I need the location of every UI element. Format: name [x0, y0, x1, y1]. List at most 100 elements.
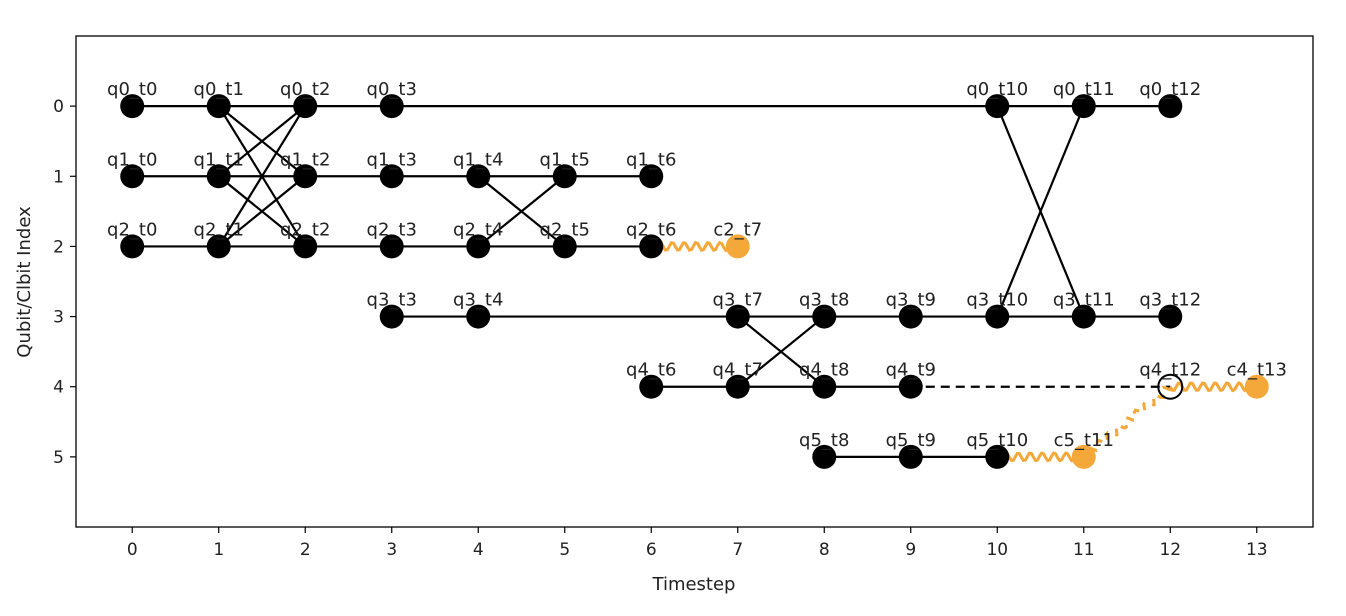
y-tick-label-5: 5	[53, 448, 64, 468]
node-label-q0_t2: q0_t2	[280, 79, 330, 100]
node-q2_t5	[552, 234, 577, 259]
node-label-q4_t7: q4_t7	[713, 360, 763, 381]
y-tick-label-3: 3	[53, 308, 64, 328]
node-q0_t3	[379, 94, 404, 119]
node-label-q2_t5: q2_t5	[540, 219, 590, 240]
node-q3_t7	[725, 304, 750, 329]
node-q0_t11	[1071, 94, 1096, 119]
node-q4_t6	[639, 374, 664, 399]
edge-10	[217, 105, 307, 248]
node-q0_t10	[985, 94, 1010, 119]
node-label-q3_t9: q3_t9	[886, 290, 936, 311]
node-label-q3_t8: q3_t8	[799, 290, 849, 311]
node-q4_t9	[898, 374, 923, 399]
node-q3_t9	[898, 304, 923, 329]
node-q3_t10	[985, 304, 1010, 329]
x-tick-label-13: 13	[1246, 540, 1268, 560]
node-label-q0_t0: q0_t0	[107, 79, 157, 100]
node-q2_t6	[639, 234, 664, 259]
node-label-q2_t1: q2_t1	[194, 219, 244, 240]
node-label-q1_t1: q1_t1	[194, 149, 244, 170]
node-label-q1_t4: q1_t4	[453, 149, 503, 170]
classical-links-layer	[649, 240, 1259, 463]
node-label-c4_t13: c4_t13	[1227, 360, 1287, 381]
node-q2_t0	[120, 234, 145, 259]
node-q0_t12	[1158, 94, 1183, 119]
node-label-q1_t2: q1_t2	[280, 149, 330, 170]
node-q4_t7	[725, 374, 750, 399]
edge-14	[218, 105, 306, 178]
x-tick-label-9: 9	[905, 540, 916, 560]
x-tick-label-10: 10	[986, 540, 1008, 560]
node-label-q2_t3: q2_t3	[367, 219, 417, 240]
node-label-q2_t0: q2_t0	[107, 219, 157, 240]
x-axis-title: Timestep	[652, 574, 736, 595]
node-q1_t4	[466, 164, 491, 189]
node-labels-layer: q0_t0 q0_t1 q0_t2 q0_t3 q0_t10 q0_t11 q0_t12 q1…	[107, 79, 1287, 451]
edges-layer	[132, 105, 1171, 458]
x-tick-label-2: 2	[300, 540, 311, 560]
node-label-q3_t11: q3_t11	[1053, 290, 1115, 311]
node-label-q5_t9: q5_t9	[886, 430, 936, 451]
node-q3_t11	[1071, 304, 1096, 329]
edge-18	[737, 315, 825, 388]
node-q4_t8	[812, 374, 837, 399]
node-q3_t3	[379, 304, 404, 329]
node-label-q2_t2: q2_t2	[280, 219, 330, 240]
node-label-c5_t11: c5_t11	[1054, 430, 1114, 451]
x-tick-label-6: 6	[646, 540, 657, 560]
node-q1_t3	[379, 164, 404, 189]
node-label-q0_t3: q0_t3	[367, 79, 417, 100]
classical-link-0	[649, 240, 740, 253]
x-tick-label-4: 4	[473, 540, 484, 560]
x-tick-label-0: 0	[127, 540, 138, 560]
node-label-q3_t12: q3_t12	[1139, 290, 1201, 311]
node-q5_t10	[985, 444, 1010, 469]
node-label-q3_t7: q3_t7	[713, 290, 763, 311]
node-label-q1_t0: q1_t0	[107, 149, 157, 170]
classical-link-1	[996, 451, 1086, 463]
node-q1_t0	[120, 164, 145, 189]
x-tick-label-12: 12	[1159, 540, 1181, 560]
node-q5_t9	[898, 444, 923, 469]
node-q2_t4	[466, 234, 491, 259]
node-q2_t2	[293, 234, 318, 259]
node-label-q0_t10: q0_t10	[966, 79, 1028, 100]
node-q3_t12	[1158, 304, 1183, 329]
node-label-q4_t8: q4_t8	[799, 360, 849, 381]
node-q1_t5	[552, 164, 577, 189]
node-label-q4_t6: q4_t6	[626, 360, 676, 381]
edge-20	[996, 105, 1085, 317]
plot-frame	[75, 35, 1314, 528]
node-label-q5_t10: q5_t10	[966, 430, 1028, 451]
node-q2_t1	[206, 234, 231, 259]
node-q4_t12	[1157, 373, 1184, 400]
node-q0_t2	[293, 94, 318, 119]
y-tick-label-4: 4	[53, 378, 64, 398]
node-label-q1_t3: q1_t3	[367, 149, 417, 170]
x-tick-label-3: 3	[386, 540, 397, 560]
node-label-q1_t6: q1_t6	[626, 149, 676, 170]
y-tick-label-1: 1	[53, 167, 64, 187]
x-tick-label-11: 11	[1073, 540, 1095, 560]
node-label-q2_t4: q2_t4	[453, 219, 503, 240]
x-tick-label-7: 7	[732, 540, 743, 560]
node-c4_t13	[1244, 374, 1269, 399]
node-q1_t1	[206, 164, 231, 189]
y-tick-label-0: 0	[53, 97, 64, 117]
node-q2_t3	[379, 234, 404, 259]
node-label-q0_t11: q0_t11	[1053, 79, 1115, 100]
node-q5_t8	[812, 444, 837, 469]
node-q0_t0	[120, 94, 145, 119]
node-label-q4_t12: q4_t12	[1139, 360, 1201, 381]
edge-12	[218, 175, 306, 248]
y-axis-title: Qubit/Clbit Index	[14, 206, 35, 358]
node-q1_t2	[293, 164, 318, 189]
node-label-q0_t12: q0_t12	[1139, 79, 1201, 100]
node-label-q3_t10: q3_t10	[966, 290, 1028, 311]
x-tick-label-1: 1	[213, 540, 224, 560]
node-q3_t4	[466, 304, 491, 329]
node-label-q3_t3: q3_t3	[367, 290, 417, 311]
